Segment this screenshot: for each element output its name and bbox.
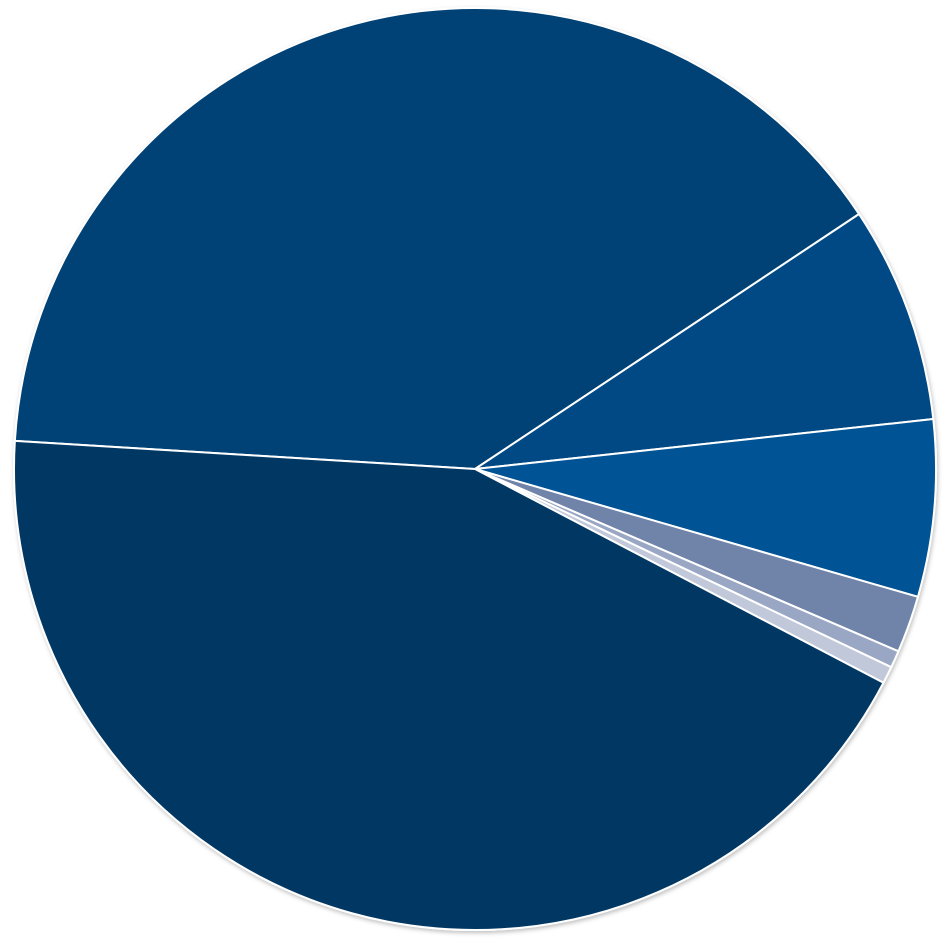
pie-slice: [474, 418, 937, 598]
pie-slice: [13, 439, 885, 931]
pie-slice: [474, 213, 935, 470]
pie: [13, 7, 937, 931]
